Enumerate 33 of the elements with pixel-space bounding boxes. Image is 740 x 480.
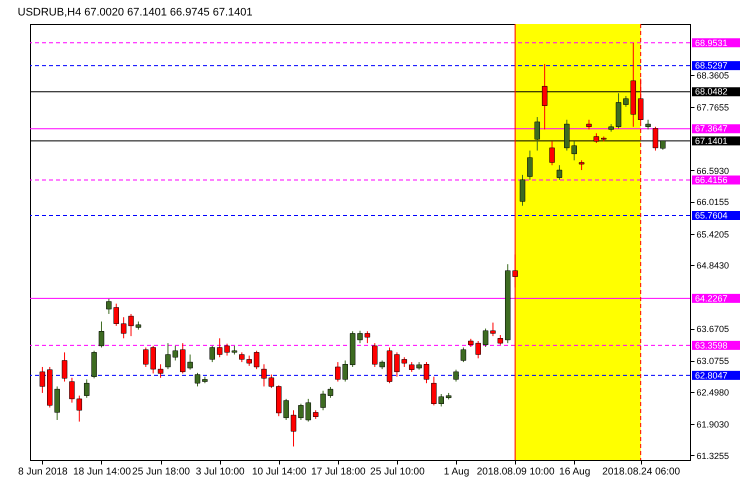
- x-tick-label: 2018.08.24 06:00: [602, 466, 681, 478]
- ref-line-label: 64.2267: [695, 293, 728, 304]
- ref-line-label: 67.3647: [695, 124, 728, 134]
- x-tick-label: 3 Jul 10:00: [196, 466, 246, 478]
- x-tick-label: 18 Jun 14:00: [73, 466, 132, 478]
- ref-line-label: 63.3598: [695, 340, 728, 350]
- y-tick-label: 64.8430: [696, 260, 730, 271]
- ref-line-label: 62.8047: [695, 370, 728, 380]
- ref-line-label: 66.4156: [695, 175, 728, 186]
- y-tick-label: 66.0155: [696, 197, 730, 208]
- ref-line-label: 68.5297: [695, 60, 728, 71]
- ref-line-label: 68.9531: [695, 38, 728, 48]
- y-tick-label: 65.4205: [696, 229, 730, 240]
- x-tick-label: 17 Jul 18:00: [311, 466, 366, 478]
- x-tick-label: 2018.08.09 10:00: [476, 466, 555, 478]
- y-tick-label: 66.5930: [696, 166, 730, 176]
- x-tick-label: 25 Jul 10:00: [370, 466, 426, 478]
- chart-title: USDRUB,H4 67.0020 67.1401 66.9745 67.1401: [18, 6, 252, 18]
- ref-line-label: 67.1401: [695, 136, 728, 146]
- y-tick-label: 61.9030: [696, 420, 730, 430]
- x-tick-label: 25 Jun 18:00: [132, 466, 190, 478]
- y-tick-label: 67.7655: [696, 102, 730, 113]
- x-tick-label: 16 Aug: [559, 466, 590, 478]
- x-tick-label: 8 Jun 2018: [18, 466, 68, 478]
- y-tick-label: 61.3255: [696, 450, 730, 461]
- ref-line-label: 65.7604: [695, 210, 728, 220]
- x-tick-label: 1 Aug: [444, 466, 470, 478]
- y-tick-label: 62.4980: [696, 387, 730, 398]
- y-tick-label: 63.6705: [696, 324, 730, 334]
- ref-line-label: 68.0482: [695, 86, 728, 97]
- x-tick-label: 10 Jul 14:00: [252, 466, 307, 478]
- y-tick-label: 68.3605: [696, 70, 730, 80]
- y-tick-label: 63.0755: [696, 356, 730, 366]
